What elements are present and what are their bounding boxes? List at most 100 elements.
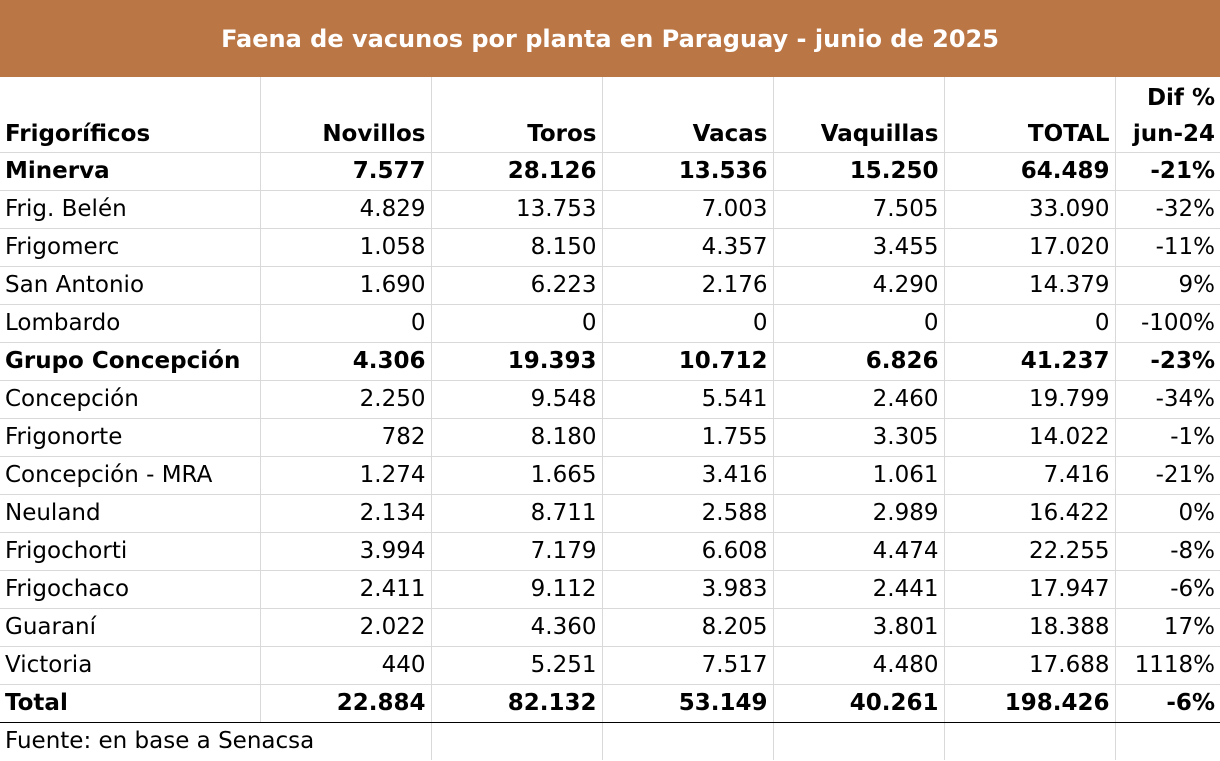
cell-name: Minerva <box>0 152 261 191</box>
cell-vacas: 8.205 <box>602 608 774 647</box>
cell-name: Concepción <box>0 380 261 419</box>
header-vacas: Vacas <box>602 77 774 153</box>
cell-name: Lombardo <box>0 304 261 343</box>
cell-vaquillas: 6.826 <box>773 342 945 381</box>
cell-toros: 8.711 <box>431 494 603 533</box>
cell-vacas: 2.176 <box>602 266 774 305</box>
empty-cell <box>431 722 603 760</box>
empty-cell <box>602 722 774 760</box>
cell-novillos: 440 <box>260 646 432 685</box>
cell-dif: -100% <box>1115 304 1220 343</box>
table-row-group: Minerva 7.577 28.126 13.536 15.250 64.48… <box>0 152 1220 191</box>
cell-name: San Antonio <box>0 266 261 305</box>
cell-vacas: 53.149 <box>602 684 774 723</box>
cell-total: 33.090 <box>944 190 1116 229</box>
cell-total: 14.022 <box>944 418 1116 457</box>
cell-toros: 13.753 <box>431 190 603 229</box>
cell-vacas: 10.712 <box>602 342 774 381</box>
table-row: Guaraní 2.022 4.360 8.205 3.801 18.388 1… <box>0 608 1220 647</box>
cell-vaquillas: 0 <box>773 304 945 343</box>
cell-name: Guaraní <box>0 608 261 647</box>
cell-novillos: 1.274 <box>260 456 432 495</box>
cell-name: Victoria <box>0 646 261 685</box>
cell-vacas: 3.416 <box>602 456 774 495</box>
cell-name: Grupo Concepción <box>0 342 261 381</box>
cell-total: 16.422 <box>944 494 1116 533</box>
cell-dif: 9% <box>1115 266 1220 305</box>
cell-vaquillas: 15.250 <box>773 152 945 191</box>
empty-cell <box>1115 723 1220 761</box>
cell-vacas: 1.755 <box>602 418 774 457</box>
cell-dif: -1% <box>1115 418 1220 457</box>
header-total: TOTAL <box>944 77 1116 153</box>
cell-vacas: 3.983 <box>602 570 774 609</box>
cell-total: 17.947 <box>944 570 1116 609</box>
cell-total: 0 <box>944 304 1116 343</box>
empty-cell <box>944 722 1116 760</box>
cell-dif: 1118% <box>1115 646 1220 685</box>
cell-total: 64.489 <box>944 152 1116 191</box>
cell-dif: -8% <box>1115 532 1220 571</box>
cell-name: Frigonorte <box>0 418 261 457</box>
cell-toros: 1.665 <box>431 456 603 495</box>
cell-vaquillas: 2.989 <box>773 494 945 533</box>
table-row: Victoria 440 5.251 7.517 4.480 17.688 11… <box>0 646 1220 685</box>
cell-novillos: 2.411 <box>260 570 432 609</box>
table-row: Frigochaco 2.411 9.112 3.983 2.441 17.94… <box>0 570 1220 609</box>
header-vaquillas: Vaquillas <box>773 77 945 153</box>
cell-vacas: 0 <box>602 304 774 343</box>
cell-vaquillas: 3.801 <box>773 608 945 647</box>
cell-novillos: 1.058 <box>260 228 432 267</box>
cell-toros: 7.179 <box>431 532 603 571</box>
cell-vaquillas: 3.305 <box>773 418 945 457</box>
header-row: Frigoríficos Novillos Toros Vacas Vaquil… <box>0 77 1220 153</box>
cell-toros: 19.393 <box>431 342 603 381</box>
cell-vaquillas: 4.290 <box>773 266 945 305</box>
cell-novillos: 2.134 <box>260 494 432 533</box>
cell-total: 7.416 <box>944 456 1116 495</box>
cell-toros: 6.223 <box>431 266 603 305</box>
table-row: Lombardo 0 0 0 0 0 -100% <box>0 304 1220 343</box>
header-frigorificos: Frigoríficos <box>0 77 261 153</box>
source-row: Fuente: en base a Senacsa <box>0 722 1220 761</box>
cell-toros: 8.150 <box>431 228 603 267</box>
cell-vacas: 13.536 <box>602 152 774 191</box>
empty-cell <box>773 722 945 760</box>
cell-vaquillas: 3.455 <box>773 228 945 267</box>
cell-novillos: 22.884 <box>260 684 432 723</box>
cell-novillos: 0 <box>260 304 432 343</box>
cell-toros: 82.132 <box>431 684 603 723</box>
header-toros: Toros <box>431 77 603 153</box>
cell-dif: -21% <box>1115 152 1220 191</box>
cell-vaquillas: 2.441 <box>773 570 945 609</box>
cell-total: 22.255 <box>944 532 1116 571</box>
cell-dif: 0% <box>1115 494 1220 533</box>
cell-name: Frigomerc <box>0 228 261 267</box>
cell-dif: -32% <box>1115 190 1220 229</box>
cell-vaquillas: 7.505 <box>773 190 945 229</box>
cell-dif: -21% <box>1115 456 1220 495</box>
cell-dif: -23% <box>1115 342 1220 381</box>
cell-name: Neuland <box>0 494 261 533</box>
cell-dif: -6% <box>1115 684 1220 723</box>
table-row: Frig. Belén 4.829 13.753 7.003 7.505 33.… <box>0 190 1220 229</box>
cell-name: Frigochorti <box>0 532 261 571</box>
cell-name: Total <box>0 684 261 723</box>
table-row: Concepción 2.250 9.548 5.541 2.460 19.79… <box>0 380 1220 419</box>
cell-novillos: 2.250 <box>260 380 432 419</box>
table-row: Concepción - MRA 1.274 1.665 3.416 1.061… <box>0 456 1220 495</box>
cell-vaquillas: 2.460 <box>773 380 945 419</box>
cell-novillos: 1.690 <box>260 266 432 305</box>
header-novillos: Novillos <box>260 77 432 153</box>
cell-novillos: 782 <box>260 418 432 457</box>
cell-vaquillas: 4.474 <box>773 532 945 571</box>
cell-total: 14.379 <box>944 266 1116 305</box>
cell-novillos: 3.994 <box>260 532 432 571</box>
header-dif-line2: jun-24 <box>1132 121 1215 147</box>
cell-novillos: 4.829 <box>260 190 432 229</box>
table-row: Frigochorti 3.994 7.179 6.608 4.474 22.2… <box>0 532 1220 571</box>
cell-dif: 17% <box>1115 608 1220 647</box>
table-title: Faena de vacunos por planta en Paraguay … <box>0 0 1220 77</box>
cell-toros: 5.251 <box>431 646 603 685</box>
